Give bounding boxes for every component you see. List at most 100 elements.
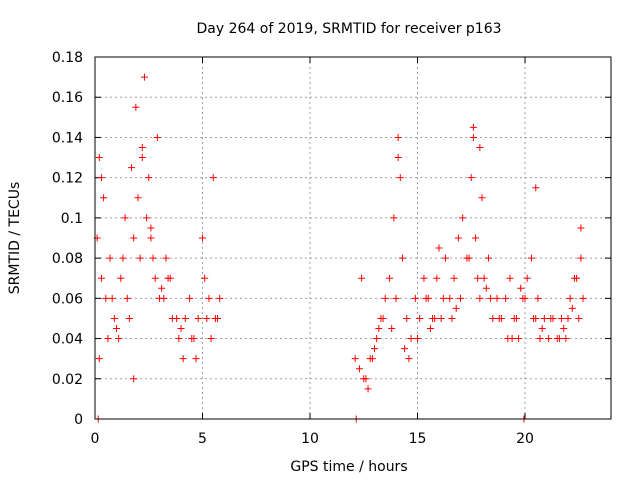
- data-point: [132, 103, 140, 111]
- data-point: [192, 355, 200, 363]
- data-point: [414, 335, 421, 343]
- x-tick-label: 10: [301, 431, 319, 447]
- data-point: [205, 294, 213, 302]
- data-point: [117, 274, 125, 282]
- data-point: [508, 335, 516, 343]
- data-point: [560, 325, 568, 332]
- data-point: [115, 335, 123, 343]
- data-point: [577, 254, 585, 262]
- data-point: [495, 314, 503, 322]
- data-point: [373, 335, 381, 343]
- data-point: [452, 304, 460, 312]
- data-point: [437, 314, 445, 322]
- data-point: [472, 234, 480, 242]
- data-point: [203, 314, 211, 322]
- data-point: [145, 174, 153, 182]
- data-point: [358, 274, 366, 282]
- data-point: [441, 254, 449, 262]
- data-point: [362, 375, 370, 383]
- data-point: [512, 314, 520, 322]
- data-point: [375, 325, 383, 332]
- data-point: [573, 274, 581, 282]
- data-point: [502, 294, 510, 302]
- data-point: [439, 294, 447, 302]
- y-tick-label: 0.14: [52, 130, 83, 146]
- data-point: [125, 314, 133, 322]
- data-point: [562, 335, 570, 343]
- data-point: [394, 154, 402, 162]
- data-point: [527, 254, 535, 262]
- data-point: [388, 325, 396, 332]
- data-point: [401, 345, 409, 353]
- data-point: [431, 314, 439, 322]
- data-point: [162, 254, 170, 262]
- data-point: [398, 254, 406, 262]
- data-point: [164, 274, 172, 282]
- data-point: [523, 274, 531, 282]
- data-point: [207, 335, 215, 343]
- data-point: [474, 274, 482, 282]
- data-point: [151, 274, 159, 282]
- data-point: [97, 274, 105, 282]
- y-tick-label: 0.16: [52, 90, 83, 106]
- y-tick-label: 0.04: [52, 332, 83, 348]
- data-point: [547, 314, 555, 322]
- data-point: [364, 385, 372, 393]
- data-point: [216, 294, 224, 302]
- y-tick-label: 0.02: [52, 372, 83, 388]
- data-point: [173, 314, 181, 322]
- data-point: [484, 254, 492, 262]
- data-point: [521, 294, 529, 302]
- data-point: [476, 294, 484, 302]
- data-point: [530, 314, 538, 322]
- x-tick-label: 0: [91, 431, 100, 447]
- data-point: [140, 73, 148, 81]
- data-point: [579, 294, 587, 302]
- data-point: [433, 274, 441, 282]
- data-point: [160, 294, 168, 302]
- data-point: [128, 164, 136, 172]
- data-point: [469, 133, 477, 141]
- data-point: [540, 314, 548, 322]
- data-point: [104, 335, 112, 343]
- data-point: [138, 154, 146, 162]
- data-point: [489, 314, 497, 322]
- data-point: [457, 294, 464, 302]
- data-point: [95, 154, 103, 162]
- data-point: [515, 335, 523, 343]
- x-axis-label: GPS time / hours: [290, 459, 407, 475]
- data-point: [420, 274, 428, 282]
- data-point: [575, 314, 583, 322]
- y-tick-label: 0.18: [52, 50, 83, 66]
- data-point: [467, 174, 475, 182]
- data-point: [366, 355, 374, 363]
- y-axis-label: SRMTID / TECUs: [7, 182, 23, 295]
- data-point: [136, 254, 144, 262]
- chart-title: Day 264 of 2019, SRMTID for receiver p16…: [196, 21, 501, 37]
- data-point: [181, 314, 189, 322]
- data-point: [517, 284, 525, 292]
- plot-border: [94, 56, 612, 420]
- data-point: [95, 355, 103, 363]
- data-point: [177, 325, 185, 332]
- data-point: [487, 294, 495, 302]
- data-point: [108, 294, 116, 302]
- data-point: [476, 144, 484, 151]
- data-point: [454, 234, 462, 242]
- data-point: [459, 214, 467, 222]
- x-tick-label: 5: [198, 431, 207, 447]
- data-point: [97, 174, 105, 182]
- data-point: [534, 294, 542, 302]
- data-point: [450, 274, 458, 282]
- data-point: [416, 314, 424, 322]
- data-point: [130, 234, 138, 242]
- data-point: [351, 355, 359, 363]
- data-point: [100, 194, 108, 202]
- data-point: [147, 224, 155, 232]
- data-point: [545, 335, 553, 343]
- data-point: [199, 234, 206, 242]
- x-tick-label: 15: [409, 431, 427, 447]
- data-point: [386, 274, 394, 282]
- data-point: [179, 355, 187, 363]
